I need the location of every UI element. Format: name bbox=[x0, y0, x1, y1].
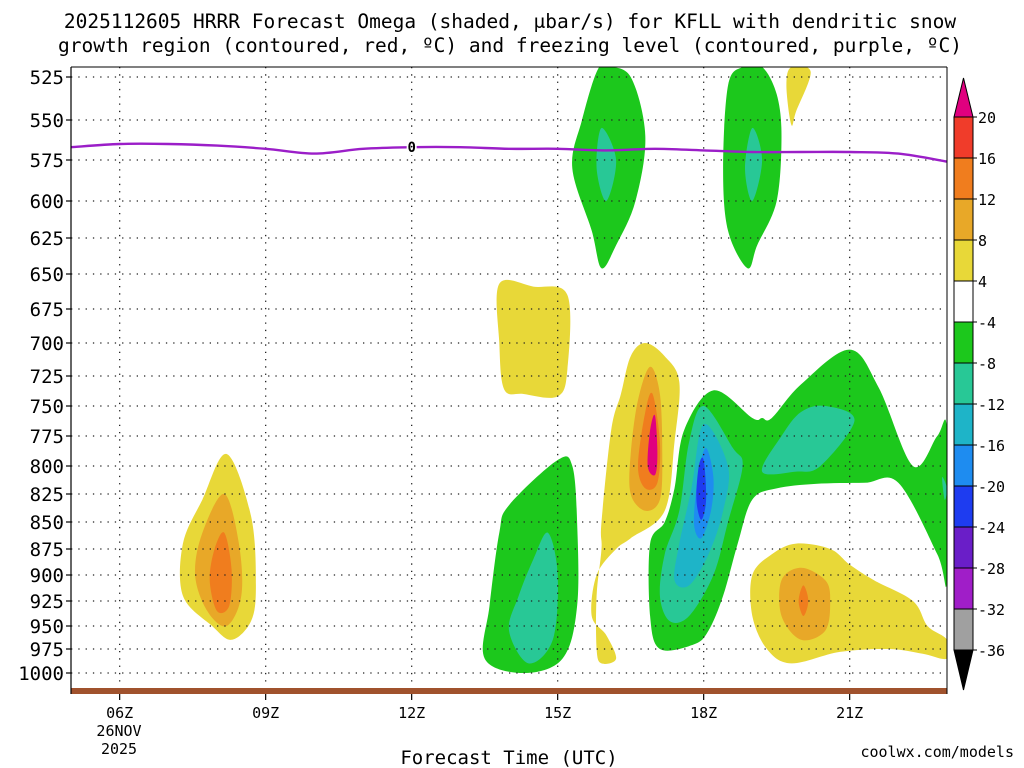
y-tick-label-700: 700 bbox=[30, 333, 64, 355]
y-tick-label-925: 925 bbox=[30, 591, 64, 613]
colorbar-label-6: -8 bbox=[978, 355, 996, 373]
freezing-level-layer: 0 bbox=[71, 139, 947, 163]
omega-region-22 bbox=[696, 457, 707, 520]
colorbar-label-1: 16 bbox=[978, 150, 996, 168]
omega-region-7 bbox=[596, 127, 617, 202]
y-tick-label-950: 950 bbox=[30, 616, 64, 638]
freezing-level-label-bg bbox=[406, 139, 417, 156]
y-tick-label-675: 675 bbox=[30, 299, 64, 321]
colorbar-label-4: 4 bbox=[978, 273, 987, 291]
omega-region-18 bbox=[761, 405, 855, 475]
omega-region-10 bbox=[786, 67, 811, 126]
axes-layer: 525 550 575 600 625 650 675 700 725 750 775 800 825 8… bbox=[18, 66, 948, 722]
date-year-label: 2025 bbox=[101, 740, 137, 758]
freezing-level-label: 0 bbox=[407, 140, 415, 156]
x-tick-label-09Z: 09Z bbox=[252, 704, 279, 722]
colorbar-label-11: -28 bbox=[978, 560, 1005, 578]
y-tick-label-525: 525 bbox=[30, 67, 64, 89]
colorbar-swatch-9 bbox=[953, 444, 974, 487]
omega-region-25 bbox=[798, 585, 809, 616]
x-tick-label-15Z: 15Z bbox=[544, 704, 571, 722]
date-day-label: 26NOV bbox=[96, 722, 141, 740]
y-tick-label-800: 800 bbox=[30, 456, 64, 478]
colorbar-label-13: -36 bbox=[978, 642, 1005, 660]
colorbar-swatch-1 bbox=[953, 116, 974, 159]
colorbar-label-8: -16 bbox=[978, 437, 1005, 455]
omega-region-9 bbox=[745, 127, 763, 202]
omega-shading-layer bbox=[179, 67, 947, 673]
colorbar-swatch-8 bbox=[953, 403, 974, 446]
omega-region-15 bbox=[649, 426, 656, 474]
colorbar-label-5: -4 bbox=[978, 314, 996, 332]
chart-title-line-2: growth region (contoured, red, ºC) and f… bbox=[58, 34, 962, 57]
omega-region-19 bbox=[942, 476, 947, 500]
chart-title-line-1: 2025112605 HRRR Forecast Omega (shaded, … bbox=[64, 10, 956, 33]
y-tick-label-725: 725 bbox=[30, 366, 64, 388]
colorbar-swatch-12 bbox=[953, 567, 974, 610]
y-tick-label-750: 750 bbox=[30, 396, 64, 418]
y-tick-label-575: 575 bbox=[30, 150, 64, 172]
colorbar-label-3: 8 bbox=[978, 232, 987, 250]
x-axis-label: Forecast Time (UTC) bbox=[400, 747, 617, 768]
y-tick-label-825: 825 bbox=[30, 484, 64, 506]
x-tick-label-06Z: 06Z bbox=[106, 704, 133, 722]
omega-region-4 bbox=[508, 532, 558, 664]
colorbar-swatch-6 bbox=[953, 321, 974, 364]
colorbar-label-0: 20 bbox=[978, 109, 996, 127]
colorbar-swatch-3 bbox=[953, 198, 974, 241]
colorbar-label-9: -20 bbox=[978, 478, 1005, 496]
y-tick-label-900: 900 bbox=[30, 565, 64, 587]
credit-text: coolwx.com/models bbox=[860, 743, 1014, 761]
colorbar-label-10: -24 bbox=[978, 519, 1005, 537]
y-tick-label-600: 600 bbox=[30, 191, 64, 213]
y-tick-label-775: 775 bbox=[30, 426, 64, 448]
colorbar-swatch-11 bbox=[953, 526, 974, 569]
y-tick-label-875: 875 bbox=[30, 539, 64, 561]
omega-region-2 bbox=[209, 532, 232, 614]
colorbar-swatch-10 bbox=[953, 485, 974, 528]
y-tick-label-975: 975 bbox=[30, 639, 64, 661]
y-tick-label-550: 550 bbox=[30, 110, 64, 132]
ground-layer bbox=[71, 688, 947, 694]
colorbar-label-2: 12 bbox=[978, 191, 996, 209]
x-tick-label-18Z: 18Z bbox=[690, 704, 717, 722]
colorbar-swatch-5 bbox=[953, 280, 974, 323]
colorbar-swatch-4 bbox=[953, 239, 974, 282]
colorbar-label-7: -12 bbox=[978, 396, 1005, 414]
colorbar-swatch-2 bbox=[953, 157, 974, 200]
colorbar-swatch-7 bbox=[953, 362, 974, 405]
y-tick-label-650: 650 bbox=[30, 264, 64, 286]
colorbar-bottom-arrow bbox=[953, 649, 974, 691]
grid-layer bbox=[71, 67, 947, 686]
omega-region-5 bbox=[496, 279, 571, 398]
x-tick-label-12Z: 12Z bbox=[398, 704, 425, 722]
omega-region-16 bbox=[648, 349, 947, 651]
ground-strip bbox=[71, 688, 947, 694]
freezing-level-line bbox=[71, 142, 947, 163]
colorbar-label-12: -32 bbox=[978, 601, 1005, 619]
y-tick-label-625: 625 bbox=[30, 228, 64, 250]
colorbar: 20 16 12 8 4 -4 -8 -12 -16 -20 -24 -28 -32 -36 bbox=[953, 77, 1005, 691]
y-tick-label-850: 850 bbox=[30, 512, 64, 534]
y-tick-label-1000: 1000 bbox=[18, 663, 64, 685]
colorbar-swatch-13 bbox=[953, 608, 974, 651]
x-tick-label-21Z: 21Z bbox=[836, 704, 863, 722]
colorbar-top-arrow bbox=[953, 77, 974, 118]
